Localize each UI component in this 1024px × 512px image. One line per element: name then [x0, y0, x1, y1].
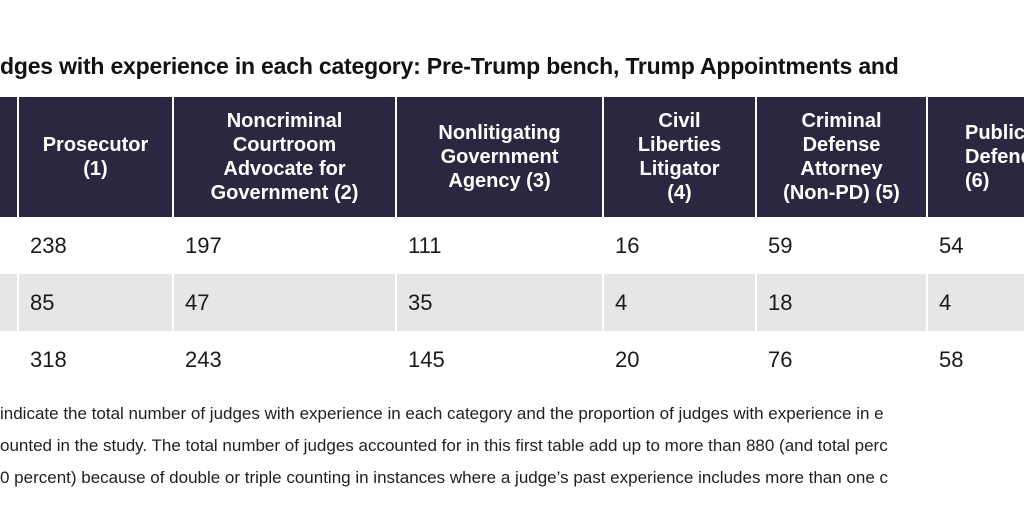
header-criminal-defense-attorney: Criminal Defense Attorney (Non-PD) (5) — [756, 97, 928, 217]
header-noncriminal-courtroom-advocate: Noncriminal Courtroom Advocate for Gover… — [173, 97, 397, 217]
table-cell: 85 — [18, 274, 174, 331]
table-cell: 35 — [396, 274, 604, 331]
table-cell: 145 — [396, 331, 604, 385]
row-label — [0, 274, 19, 331]
header-prosecutor: Prosecutor (1) — [18, 97, 174, 217]
table-row: 238 197 111 16 59 54 — [0, 217, 1024, 274]
footnote-line: 0 percent) because of double or triple c… — [0, 468, 889, 487]
header-civil-liberties-litigator: Civil Liberties Litigator (4) — [603, 97, 757, 217]
table-cell: 18 — [756, 274, 928, 331]
header-public-defender: Public Defender (6) — [927, 97, 1024, 217]
header-stub — [0, 97, 19, 217]
footnote-line: indicate the total number of judges with… — [0, 404, 884, 423]
table-footnote: indicate the total number of judges with… — [0, 398, 1024, 494]
table-title: dges with experience in each category: P… — [0, 53, 899, 79]
experience-table: Prosecutor (1) Noncriminal Courtroom Adv… — [0, 97, 1024, 385]
table-cell: 197 — [173, 217, 397, 274]
table-cell: 20 — [603, 331, 757, 385]
table-cell: 243 — [173, 331, 397, 385]
row-label — [0, 331, 19, 385]
header-row: Prosecutor (1) Noncriminal Courtroom Adv… — [0, 97, 1024, 217]
header-nonlitigating-government-agency: Nonlitigating Government Agency (3) — [396, 97, 604, 217]
table-cell: 54 — [927, 217, 1024, 274]
table-cell: 238 — [18, 217, 174, 274]
table-cell: 4 — [603, 274, 757, 331]
table-cell: 58 — [927, 331, 1024, 385]
table-cell: 59 — [756, 217, 928, 274]
footnote-line: ounted in the study. The total number of… — [0, 436, 888, 455]
table-row: 85 47 35 4 18 4 — [0, 274, 1024, 331]
row-label — [0, 217, 19, 274]
table-cell: 111 — [396, 217, 604, 274]
table-cell: 4 — [927, 274, 1024, 331]
data-table-container: Prosecutor (1) Noncriminal Courtroom Adv… — [0, 97, 1024, 385]
table-cell: 76 — [756, 331, 928, 385]
table-cell: 318 — [18, 331, 174, 385]
table-cell: 16 — [603, 217, 757, 274]
table-row: 318 243 145 20 76 58 — [0, 331, 1024, 385]
table-cell: 47 — [173, 274, 397, 331]
